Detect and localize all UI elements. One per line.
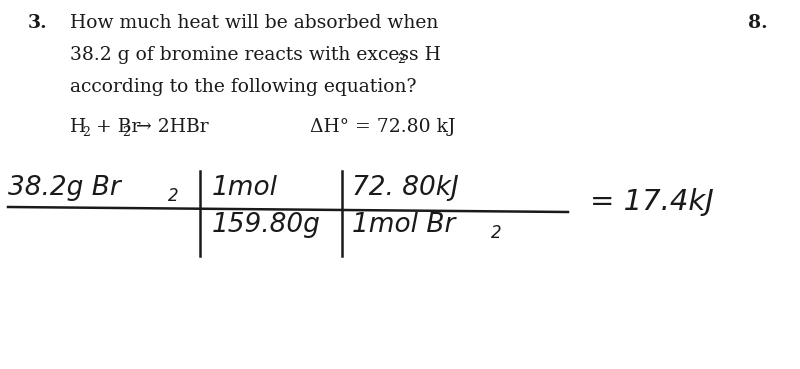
Text: H: H [70,118,86,136]
Text: 1mol: 1mol [212,175,278,201]
Text: 38.2 g of bromine reacts with excess H: 38.2 g of bromine reacts with excess H [70,46,441,64]
Text: 72. 80kJ: 72. 80kJ [352,175,458,201]
Text: 2: 2 [82,126,90,139]
Text: 2: 2 [491,224,502,242]
Text: 8.: 8. [748,14,768,32]
Text: How much heat will be absorbed when: How much heat will be absorbed when [70,14,438,32]
Text: ΔH° = 72.80 kJ: ΔH° = 72.80 kJ [310,118,455,136]
Text: 2: 2 [122,126,130,139]
Text: 1mol Br: 1mol Br [352,212,455,238]
Text: according to the following equation?: according to the following equation? [70,78,417,96]
Text: 3.: 3. [28,14,48,32]
Text: 159.80g: 159.80g [212,212,321,238]
Text: + Br: + Br [90,118,140,136]
Text: 38.2g Br: 38.2g Br [8,175,121,201]
Text: 2: 2 [168,187,178,205]
Text: = 17.4kJ: = 17.4kJ [590,188,714,216]
Text: → 2HBr: → 2HBr [130,118,209,136]
Text: 2: 2 [397,53,405,66]
